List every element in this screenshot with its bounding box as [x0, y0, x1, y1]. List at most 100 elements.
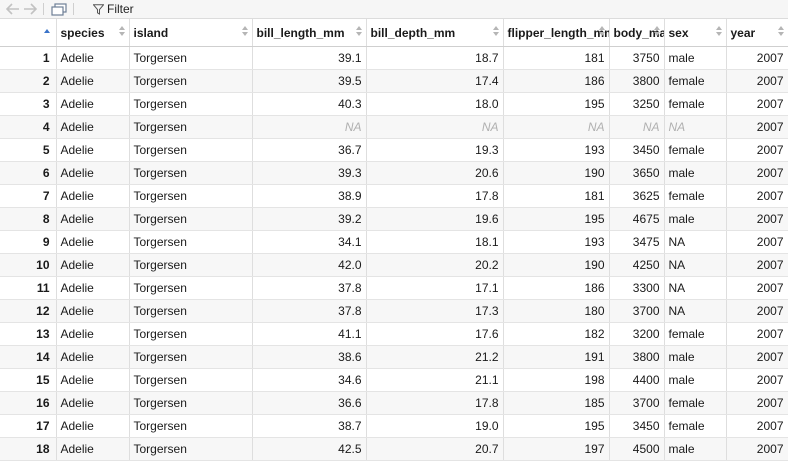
table-cell: 2007: [726, 69, 788, 93]
row-number: 1: [0, 46, 57, 70]
table-cell: Torgersen: [129, 161, 253, 185]
row-number: 14: [0, 345, 57, 369]
table-cell: 181: [503, 46, 610, 70]
toolbar-divider: [73, 3, 74, 15]
table-cell: 20.2: [366, 253, 504, 277]
data-table: species island bill_length_mm bill_depth_mm…: [0, 19, 788, 461]
table-row: 6 Adelie Torgersen 39.3 20.6 190 3650 male 2007: [0, 161, 788, 185]
row-number: 2: [0, 69, 57, 93]
table-cell: Torgersen: [129, 414, 253, 438]
table-cell: male: [664, 345, 727, 369]
table-cell: 3800: [609, 69, 665, 93]
table-cell: 2007: [726, 46, 788, 70]
table-cell: NA: [664, 115, 727, 139]
table-cell: 18.7: [366, 46, 504, 70]
table-cell: 3450: [609, 138, 665, 162]
table-cell: Adelie: [56, 69, 130, 93]
table-cell: Adelie: [56, 345, 130, 369]
table-cell: Torgersen: [129, 437, 253, 461]
column-header-flipper-length-mm[interactable]: flipper_length_mm: [503, 19, 610, 47]
column-header-year[interactable]: year: [726, 19, 788, 47]
table-cell: 182: [503, 322, 610, 346]
table-cell: male: [664, 161, 727, 185]
column-header-bill-depth-mm[interactable]: bill_depth_mm: [366, 19, 504, 47]
table-cell: 3475: [609, 230, 665, 254]
table-cell: Torgersen: [129, 92, 253, 116]
table-row: 2 Adelie Torgersen 39.5 17.4 186 3800 female 200…: [0, 69, 788, 93]
table-cell: 19.0: [366, 414, 504, 438]
column-header-body-mass-g[interactable]: body_mass_g: [609, 19, 665, 47]
table-cell: female: [664, 138, 727, 162]
row-number: 8: [0, 207, 57, 231]
column-header-label: body_mass_g: [613, 25, 664, 40]
table-cell: 3700: [609, 299, 665, 323]
table-cell: Adelie: [56, 368, 130, 392]
sort-toggle-icon: [777, 26, 784, 36]
table-cell: 20.6: [366, 161, 504, 185]
table-row: 1 Adelie Torgersen 39.1 18.7 181 3750 male 2007: [0, 46, 788, 70]
column-header-island[interactable]: island: [129, 19, 253, 47]
table-row: 8 Adelie Torgersen 39.2 19.6 195 4675 male 2007: [0, 207, 788, 231]
table-row: 7 Adelie Torgersen 38.9 17.8 181 3625 female 200…: [0, 184, 788, 208]
table-cell: 38.9: [252, 184, 367, 208]
row-number: 5: [0, 138, 57, 162]
sort-toggle-icon: [355, 26, 362, 36]
table-cell: Adelie: [56, 46, 130, 70]
row-number: 3: [0, 92, 57, 116]
table-cell: 2007: [726, 276, 788, 300]
row-number: 9: [0, 230, 57, 254]
table-cell: 39.1: [252, 46, 367, 70]
table-cell: Torgersen: [129, 207, 253, 231]
table-cell: Adelie: [56, 437, 130, 461]
table-cell: Torgersen: [129, 368, 253, 392]
table-cell: 2007: [726, 299, 788, 323]
table-cell: 2007: [726, 184, 788, 208]
table-cell: 18.1: [366, 230, 504, 254]
table-cell: 3450: [609, 414, 665, 438]
table-cell: 3250: [609, 92, 665, 116]
table-cell: Adelie: [56, 207, 130, 231]
table-row: 14 Adelie Torgersen 38.6 21.2 191 3800 male 2007: [0, 345, 788, 369]
column-header-label: species: [60, 25, 105, 40]
table-cell: Adelie: [56, 299, 130, 323]
row-number: 16: [0, 391, 57, 415]
sort-toggle-icon: [492, 26, 499, 36]
filter-button[interactable]: Filter: [93, 1, 134, 17]
table-cell: NA: [664, 230, 727, 254]
table-row: 18 Adelie Torgersen 42.5 20.7 197 4500 male 2007: [0, 437, 788, 461]
table-cell: 2007: [726, 368, 788, 392]
table-cell: Torgersen: [129, 253, 253, 277]
table-cell: 17.8: [366, 184, 504, 208]
table-cell: 2007: [726, 437, 788, 461]
table-row: 11 Adelie Torgersen 37.8 17.1 186 3300 NA 2007: [0, 276, 788, 300]
back-arrow-icon[interactable]: [6, 1, 20, 17]
table-row: 16 Adelie Torgersen 36.6 17.8 185 3700 female 20…: [0, 391, 788, 415]
table-cell: 2007: [726, 322, 788, 346]
row-number: 6: [0, 161, 57, 185]
column-header-sex[interactable]: sex: [664, 19, 727, 47]
popout-window-icon[interactable]: [51, 1, 67, 17]
table-cell: 3700: [609, 391, 665, 415]
sort-toggle-icon: [241, 26, 248, 36]
table-cell: female: [664, 184, 727, 208]
table-cell: 36.6: [252, 391, 367, 415]
column-header-species[interactable]: species: [56, 19, 130, 47]
table-cell: 2007: [726, 230, 788, 254]
table-cell: 39.5: [252, 69, 367, 93]
table-cell: 18.0: [366, 92, 504, 116]
table-row: 4 Adelie Torgersen NA NA NA NA NA 2007: [0, 115, 788, 139]
table-cell: Torgersen: [129, 138, 253, 162]
table-cell: Adelie: [56, 92, 130, 116]
table-cell: Adelie: [56, 161, 130, 185]
column-header-bill-length-mm[interactable]: bill_length_mm: [252, 19, 367, 47]
table-cell: 19.3: [366, 138, 504, 162]
table-cell: 180: [503, 299, 610, 323]
data-viewer-toolbar: Filter: [0, 0, 788, 19]
column-header-label: bill_length_mm: [256, 25, 345, 40]
table-cell: 17.1: [366, 276, 504, 300]
forward-arrow-icon[interactable]: [23, 1, 37, 17]
table-cell: 2007: [726, 115, 788, 139]
table-cell: Torgersen: [129, 322, 253, 346]
table-cell: female: [664, 92, 727, 116]
row-number-header[interactable]: [0, 19, 57, 47]
